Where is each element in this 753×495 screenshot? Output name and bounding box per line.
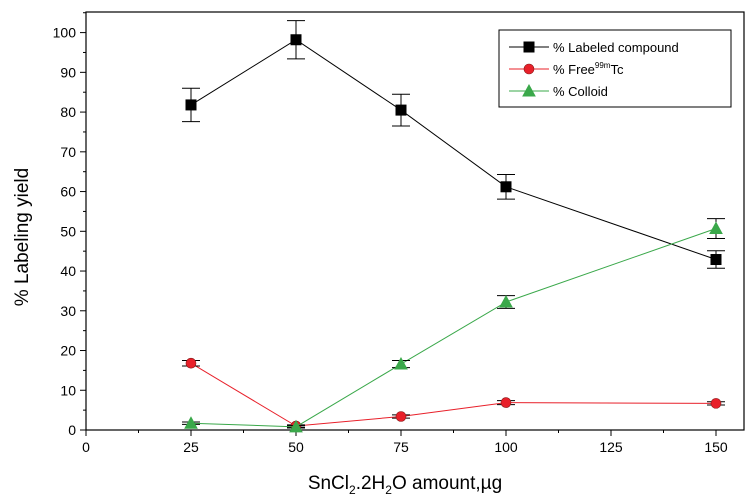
chart-ticks: 0 10 20 30 40 50 60 70 80 90 100 0 25 50 75 100 125 150 — [53, 12, 728, 455]
x-tick-label: 125 — [599, 439, 623, 455]
legend-marker — [523, 63, 535, 75]
x-tick-label: 25 — [183, 439, 199, 455]
data-point — [395, 104, 407, 116]
x-tick-label: 100 — [494, 439, 518, 455]
series-2 — [182, 218, 725, 433]
data-point — [185, 99, 197, 111]
series-line — [190, 362, 717, 427]
series-1 — [182, 357, 725, 432]
data-point — [395, 411, 407, 422]
y-tick-label: 90 — [60, 64, 76, 80]
legend-marker — [522, 83, 536, 97]
x-axis-title: SnCl2.2H2O amount,µg — [308, 473, 502, 495]
series-line — [190, 228, 717, 428]
legend-label: % Colloid — [553, 84, 608, 99]
y-tick-label: 50 — [60, 223, 76, 239]
y-tick-label: 10 — [60, 382, 76, 398]
y-tick-label: 30 — [60, 303, 76, 319]
legend-label: % Labeled compound — [553, 40, 679, 55]
legend-marker — [523, 41, 535, 53]
data-point — [394, 356, 408, 370]
chart-series — [182, 20, 725, 433]
data-point — [184, 416, 198, 429]
data-point — [500, 181, 512, 193]
y-axis-title: % Labeling yield — [12, 168, 33, 306]
data-point — [499, 294, 513, 308]
y-tick-label: 60 — [60, 184, 76, 200]
data-point — [709, 221, 723, 235]
data-point — [290, 34, 302, 46]
y-tick-label: 100 — [53, 25, 77, 41]
y-tick-label: 20 — [60, 343, 76, 359]
series-0 — [182, 20, 725, 269]
plot-frame — [85, 11, 745, 431]
y-tick-label: 40 — [60, 263, 76, 279]
legend: % Labeled compound % Free99mTc % Colloid — [498, 29, 732, 108]
data-point — [289, 419, 303, 433]
x-tick-label: 75 — [393, 439, 409, 455]
y-tick-label: 80 — [60, 104, 76, 120]
y-tick-label: 0 — [68, 422, 76, 438]
data-point — [710, 398, 722, 409]
x-tick-label: 150 — [704, 439, 728, 455]
legend-label: % Free99mTc — [553, 61, 624, 77]
x-tick-label: 0 — [82, 439, 90, 455]
data-point — [500, 397, 512, 408]
data-point — [185, 357, 197, 369]
y-tick-label: 70 — [60, 144, 76, 160]
x-tick-label: 50 — [288, 439, 304, 455]
data-point — [710, 254, 722, 266]
chart-axes — [85, 11, 745, 431]
